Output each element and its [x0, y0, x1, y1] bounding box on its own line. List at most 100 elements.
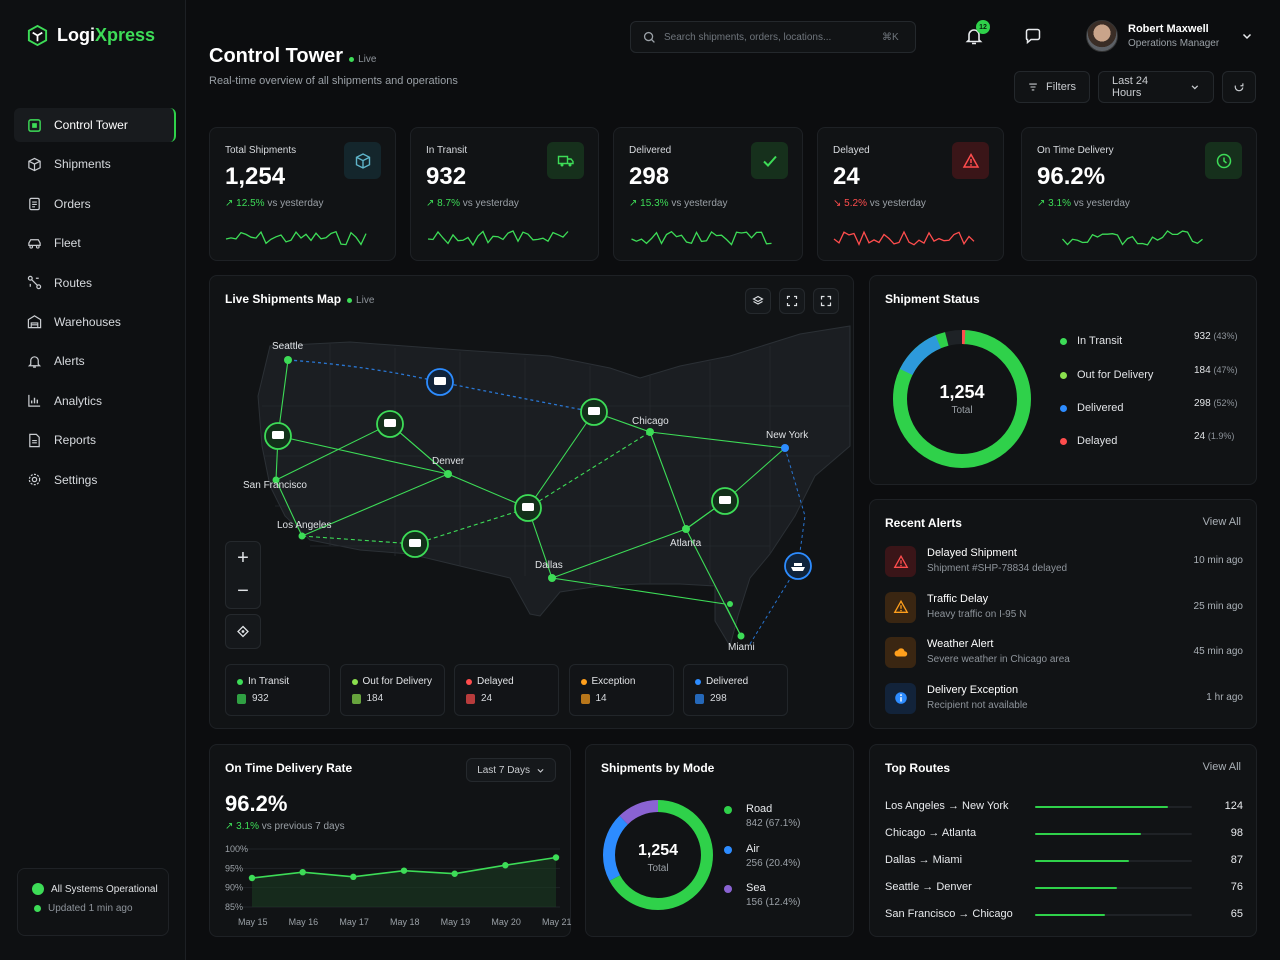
- logo[interactable]: LogiXpress: [26, 24, 155, 47]
- on-time-range-dropdown[interactable]: Last 7 Days: [466, 758, 556, 782]
- system-updated-row: Updated 1 min ago: [32, 903, 168, 914]
- map-title: Live Shipments Map Live: [225, 292, 375, 306]
- alert-time: 10 min ago: [1193, 555, 1243, 566]
- route-item[interactable]: Dallas → Miami 87: [885, 854, 1243, 868]
- map-legend-exception[interactable]: Exception 14: [568, 664, 674, 716]
- kpi-sparkline: [1062, 230, 1203, 246]
- refresh-button[interactable]: [1222, 71, 1256, 103]
- kpi-icon-box: [344, 142, 381, 179]
- sparkline-path: [833, 230, 975, 247]
- map-legend-delayed[interactable]: Delayed 24: [454, 664, 559, 716]
- kpi-card-in-transit[interactable]: In Transit 932 ↗ 8.7% vs yesterday: [410, 127, 599, 261]
- status-item-in-transit: In Transit: [1060, 335, 1122, 347]
- data-point: [350, 873, 357, 881]
- sidebar-item-shipments[interactable]: Shipments: [14, 147, 176, 181]
- status-value: 298 (52%): [1194, 398, 1238, 409]
- map-layers-button[interactable]: [745, 288, 771, 314]
- alert-title: Traffic Delay: [927, 592, 989, 605]
- routes-view-all-link[interactable]: View All: [1202, 761, 1241, 773]
- route-item[interactable]: San Francisco → Chicago 65: [885, 908, 1243, 922]
- mode-item-air: Air 256 (20.4%): [724, 843, 800, 869]
- truck-marker: [580, 398, 608, 426]
- sidebar-item-label: Shipments: [54, 157, 111, 172]
- system-status-text: All Systems Operational: [51, 883, 158, 895]
- system-status: All Systems Operational Updated 1 min ag…: [17, 868, 169, 936]
- route-label: Chicago → Atlanta: [885, 827, 977, 839]
- city-labels: Seattle San Francisco Los Angeles Denver…: [243, 341, 809, 653]
- kpi-card-on-time-delivery[interactable]: On Time Delivery 96.2% ↗ 3.1% vs yesterd…: [1021, 127, 1257, 261]
- route-bar: [1035, 860, 1192, 862]
- warehouse-icon: [27, 315, 42, 329]
- locate-button[interactable]: [225, 614, 261, 649]
- legend-label: Delivered: [695, 676, 787, 687]
- main-content: Control Tower Live Real-time overview of …: [186, 0, 1280, 960]
- page-subtitle: Real-time overview of all shipments and …: [209, 75, 458, 87]
- user-name: Robert Maxwell: [1128, 23, 1209, 35]
- kpi-card-delayed[interactable]: Delayed 24 ↘ 5.2% vs yesterday: [817, 127, 1004, 261]
- truck-marker: [401, 530, 429, 558]
- sidebar: LogiXpress Control Tower Shipments Order…: [0, 0, 186, 960]
- route-item[interactable]: Seattle → Denver 76: [885, 881, 1243, 895]
- sidebar-item-reports[interactable]: Reports: [14, 423, 176, 457]
- zoom-out-button[interactable]: −: [237, 580, 249, 602]
- map-legend-delivered[interactable]: Delivered 298: [683, 664, 788, 716]
- chat-icon[interactable]: [1024, 27, 1042, 45]
- mode-item-road: Road 842 (67.1%): [724, 803, 800, 829]
- sidebar-item-alerts[interactable]: Alerts: [14, 344, 176, 378]
- sidebar-item-settings[interactable]: Settings: [14, 463, 176, 497]
- map-fit-button[interactable]: [779, 288, 805, 314]
- logo-icon: [27, 24, 48, 47]
- map-fullscreen-button[interactable]: [813, 288, 839, 314]
- alerts-view-all-link[interactable]: View All: [1202, 516, 1241, 528]
- map-legend-out-for-delivery[interactable]: Out for Delivery 184: [339, 664, 445, 716]
- alert-item[interactable]: Delayed Shipment Shipment #SHP-78834 dela…: [885, 544, 1243, 580]
- map-legend-in-transit[interactable]: In Transit 932: [225, 664, 330, 716]
- kpi-value: 298: [629, 163, 670, 190]
- alert-item[interactable]: Weather Alert Severe weather in Chicago a…: [885, 635, 1243, 671]
- us-map: Seattle San Francisco Los Angeles Denver…: [243, 325, 851, 653]
- gear-icon: [28, 473, 41, 486]
- sidebar-item-label: Fleet: [54, 236, 81, 251]
- legend-count: 184: [351, 693, 444, 704]
- search-input[interactable]: [664, 31, 874, 43]
- alert-time: 1 hr ago: [1206, 691, 1243, 703]
- time-range-dropdown[interactable]: Last 24 Hours: [1098, 71, 1214, 103]
- legend-count: 298: [695, 693, 787, 704]
- sidebar-item-control-tower[interactable]: Control Tower: [14, 108, 176, 142]
- clipboard-icon: [29, 198, 40, 211]
- x-tick-label: May 18: [390, 917, 420, 927]
- kpi-sparkline: [833, 230, 975, 247]
- alert-title: Weather Alert: [927, 638, 994, 650]
- search-shortcut: ⌘K: [882, 31, 899, 43]
- alert-item[interactable]: Traffic Delay Heavy traffic on I-95 N 25 m…: [885, 590, 1243, 626]
- alert-icon-box: [885, 546, 916, 577]
- system-status-row: All Systems Operational: [32, 883, 168, 895]
- sidebar-item-analytics[interactable]: Analytics: [14, 384, 176, 418]
- kpi-card-total-shipments[interactable]: Total Shipments 1,254 ↗ 12.5% vs yesterd…: [209, 127, 396, 261]
- sparkline-path: [225, 230, 367, 246]
- filters-button[interactable]: Filters: [1014, 71, 1090, 103]
- kpi-label: In Transit: [426, 145, 468, 156]
- search-bar[interactable]: ⌘K: [630, 21, 916, 53]
- sidebar-item-warehouses[interactable]: Warehouses: [14, 305, 176, 339]
- kpi-card-delivered[interactable]: Delivered 298 ↗ 15.3% vs yesterday: [613, 127, 803, 261]
- warning-icon: [962, 152, 979, 168]
- kpi-delta: ↘ 5.2% vs yesterday: [833, 198, 926, 209]
- sidebar-item-routes[interactable]: Routes: [14, 266, 176, 300]
- system-updated-text: Updated 1 min ago: [48, 903, 133, 914]
- kpi-value: 1,254: [225, 163, 286, 190]
- route-item[interactable]: Chicago → Atlanta 98: [885, 827, 1243, 841]
- route-item[interactable]: Los Angeles → New York 124: [885, 800, 1243, 814]
- kpi-icon-box: [952, 142, 989, 179]
- route-bar: [1035, 914, 1192, 916]
- kpi-delta: ↗ 8.7% vs yesterday: [426, 198, 519, 209]
- route-value: 65: [1230, 908, 1243, 920]
- kpi-sparkline: [225, 230, 367, 246]
- status-item-delivered: Delivered: [1060, 402, 1123, 414]
- sidebar-item-orders[interactable]: Orders: [14, 187, 176, 221]
- city-label: New York: [766, 430, 809, 441]
- alert-item[interactable]: Delivery Exception Recipient not availabl…: [885, 681, 1243, 717]
- zoom-in-button[interactable]: +: [237, 547, 249, 569]
- sidebar-item-fleet[interactable]: Fleet: [14, 226, 176, 260]
- user-menu[interactable]: Robert Maxwell Operations Manager: [1086, 20, 1253, 52]
